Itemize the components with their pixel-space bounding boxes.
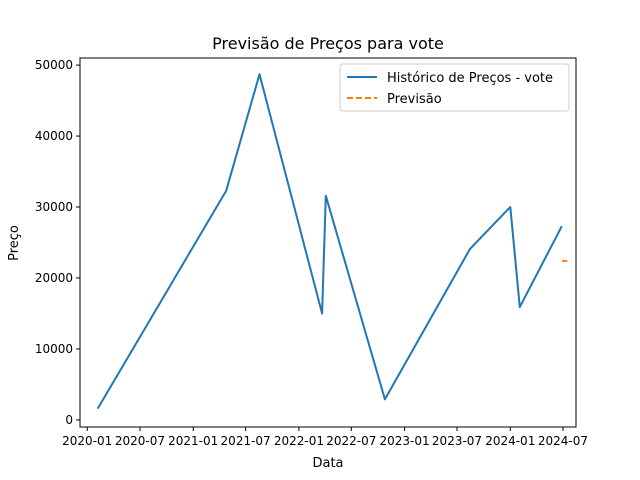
y-tick-label: 10000 (35, 342, 73, 356)
plot-frame (79, 57, 577, 428)
y-axis-label: Preço (7, 225, 22, 261)
x-tick-label: 2022-01 (274, 434, 324, 448)
legend-box (339, 63, 570, 112)
x-tick-label: 2023-07 (432, 434, 482, 448)
x-axis-ticks: 2020-01 2020-07 2021-01 2021-07 2022-01 2022-… (62, 427, 588, 448)
x-tick-label: 2021-01 (168, 434, 218, 448)
x-tick-label: 2020-01 (62, 434, 112, 448)
x-tick-label: 2024-07 (538, 434, 588, 448)
x-tick-label: 2023-01 (380, 434, 430, 448)
x-tick-label: 2020-07 (115, 434, 165, 448)
y-tick-label: 0 (65, 413, 73, 427)
legend-forecast-label: Previsão (387, 92, 442, 107)
x-tick-label: 2021-07 (221, 434, 271, 448)
series-layer (96, 73, 568, 410)
y-tick-label: 20000 (35, 271, 73, 285)
x-axis-label: Data (312, 456, 343, 471)
chart-title: Previsão de Preços para vote (212, 34, 444, 53)
plot-area (80, 58, 576, 427)
history-series-line (96, 73, 563, 410)
x-tick-label: 2024-01 (485, 434, 535, 448)
x-tick-label: 2022-07 (326, 434, 376, 448)
y-tick-label: 50000 (35, 58, 73, 72)
legend-history-label: Histórico de Preços - vote (387, 71, 553, 86)
y-tick-label: 40000 (35, 129, 73, 143)
y-tick-label: 30000 (35, 200, 73, 214)
legend: Histórico de Preços - vote Previsão (339, 63, 570, 112)
y-axis-ticks: 0 10000 20000 30000 40000 50000 (35, 58, 80, 427)
